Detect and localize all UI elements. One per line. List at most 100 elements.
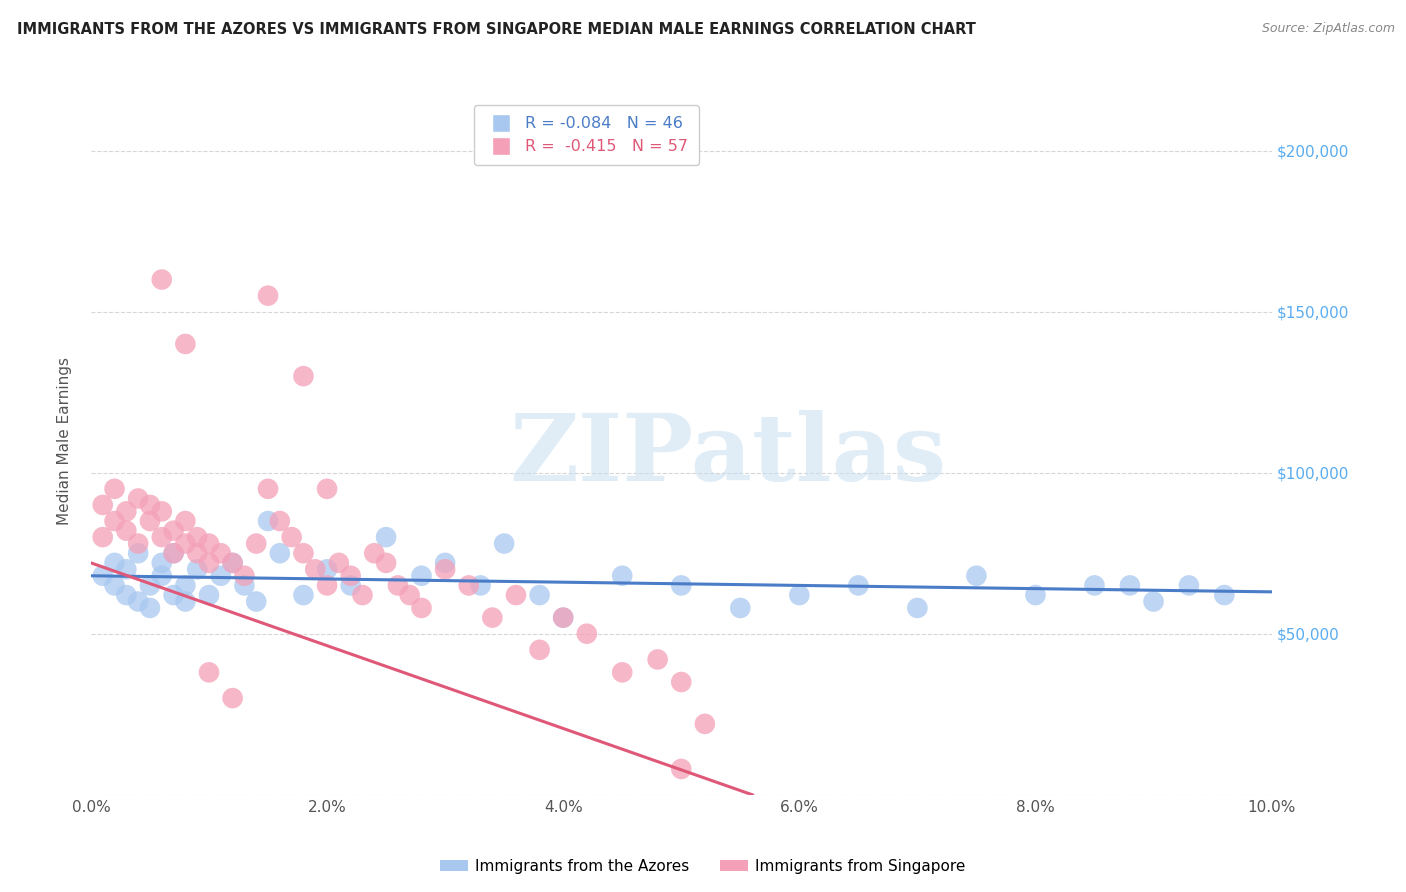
Point bbox=[186, 530, 208, 544]
Point bbox=[139, 578, 162, 592]
Point bbox=[671, 578, 693, 592]
Point bbox=[647, 652, 669, 666]
Point bbox=[198, 536, 221, 550]
Point bbox=[1213, 588, 1236, 602]
Point bbox=[198, 588, 221, 602]
Point bbox=[693, 717, 716, 731]
Point bbox=[174, 337, 197, 351]
Point bbox=[316, 578, 339, 592]
Point bbox=[434, 562, 457, 576]
Point bbox=[221, 556, 243, 570]
Point bbox=[103, 482, 125, 496]
Point bbox=[174, 594, 197, 608]
Point bbox=[186, 562, 208, 576]
Text: Source: ZipAtlas.com: Source: ZipAtlas.com bbox=[1261, 22, 1395, 36]
Point bbox=[553, 610, 575, 624]
Point bbox=[304, 562, 326, 576]
Point bbox=[269, 514, 291, 528]
Point bbox=[186, 546, 208, 560]
Point bbox=[280, 530, 302, 544]
Point bbox=[91, 498, 114, 512]
Point bbox=[352, 588, 374, 602]
Point bbox=[174, 536, 197, 550]
Point bbox=[553, 610, 575, 624]
Point bbox=[139, 601, 162, 615]
Point bbox=[127, 546, 149, 560]
Point bbox=[434, 556, 457, 570]
Point bbox=[494, 536, 516, 550]
Point bbox=[671, 675, 693, 690]
Point bbox=[150, 504, 173, 518]
Point bbox=[127, 491, 149, 506]
Point bbox=[150, 568, 173, 582]
Point bbox=[209, 568, 232, 582]
Point bbox=[221, 556, 243, 570]
Y-axis label: Median Male Earnings: Median Male Earnings bbox=[58, 357, 72, 524]
Point bbox=[221, 691, 243, 706]
Point bbox=[529, 642, 551, 657]
Point bbox=[398, 588, 420, 602]
Point bbox=[481, 610, 503, 624]
Point bbox=[575, 626, 598, 640]
Point bbox=[115, 588, 138, 602]
Point bbox=[505, 588, 527, 602]
Point bbox=[411, 601, 433, 615]
Text: ZIPatlas: ZIPatlas bbox=[510, 409, 948, 500]
Point bbox=[233, 578, 256, 592]
Point bbox=[150, 530, 173, 544]
Point bbox=[162, 588, 184, 602]
Point bbox=[612, 665, 634, 680]
Point bbox=[198, 665, 221, 680]
Point bbox=[103, 514, 125, 528]
Point bbox=[612, 568, 634, 582]
Point bbox=[174, 578, 197, 592]
Point bbox=[1142, 594, 1164, 608]
Point bbox=[91, 530, 114, 544]
Point bbox=[162, 524, 184, 538]
Point bbox=[257, 514, 280, 528]
Point bbox=[139, 498, 162, 512]
Point bbox=[339, 578, 361, 592]
Point bbox=[529, 588, 551, 602]
Point bbox=[162, 546, 184, 560]
Point bbox=[363, 546, 385, 560]
Point bbox=[269, 546, 291, 560]
Point bbox=[387, 578, 409, 592]
Point bbox=[1178, 578, 1201, 592]
Point bbox=[457, 578, 479, 592]
Point bbox=[115, 504, 138, 518]
Point bbox=[233, 568, 256, 582]
Point bbox=[411, 568, 433, 582]
Point bbox=[198, 556, 221, 570]
Point bbox=[209, 546, 232, 560]
Point bbox=[115, 562, 138, 576]
Point bbox=[127, 594, 149, 608]
Point bbox=[328, 556, 350, 570]
Point bbox=[127, 536, 149, 550]
Point bbox=[671, 762, 693, 776]
Legend: Immigrants from the Azores, Immigrants from Singapore: Immigrants from the Azores, Immigrants f… bbox=[434, 853, 972, 880]
Point bbox=[1024, 588, 1046, 602]
Point bbox=[789, 588, 811, 602]
Point bbox=[257, 482, 280, 496]
Point bbox=[115, 524, 138, 538]
Point bbox=[375, 556, 398, 570]
Point bbox=[150, 556, 173, 570]
Point bbox=[91, 568, 114, 582]
Text: IMMIGRANTS FROM THE AZORES VS IMMIGRANTS FROM SINGAPORE MEDIAN MALE EARNINGS COR: IMMIGRANTS FROM THE AZORES VS IMMIGRANTS… bbox=[17, 22, 976, 37]
Point bbox=[150, 272, 173, 286]
Point bbox=[292, 546, 315, 560]
Point bbox=[965, 568, 987, 582]
Point bbox=[174, 514, 197, 528]
Point bbox=[245, 594, 267, 608]
Legend: R = -0.084   N = 46, R =  -0.415   N = 57: R = -0.084 N = 46, R = -0.415 N = 57 bbox=[474, 105, 699, 165]
Point bbox=[905, 601, 928, 615]
Point bbox=[162, 546, 184, 560]
Point bbox=[1119, 578, 1142, 592]
Point bbox=[292, 588, 315, 602]
Point bbox=[730, 601, 752, 615]
Point bbox=[375, 530, 398, 544]
Point bbox=[339, 568, 361, 582]
Point bbox=[139, 514, 162, 528]
Point bbox=[292, 369, 315, 384]
